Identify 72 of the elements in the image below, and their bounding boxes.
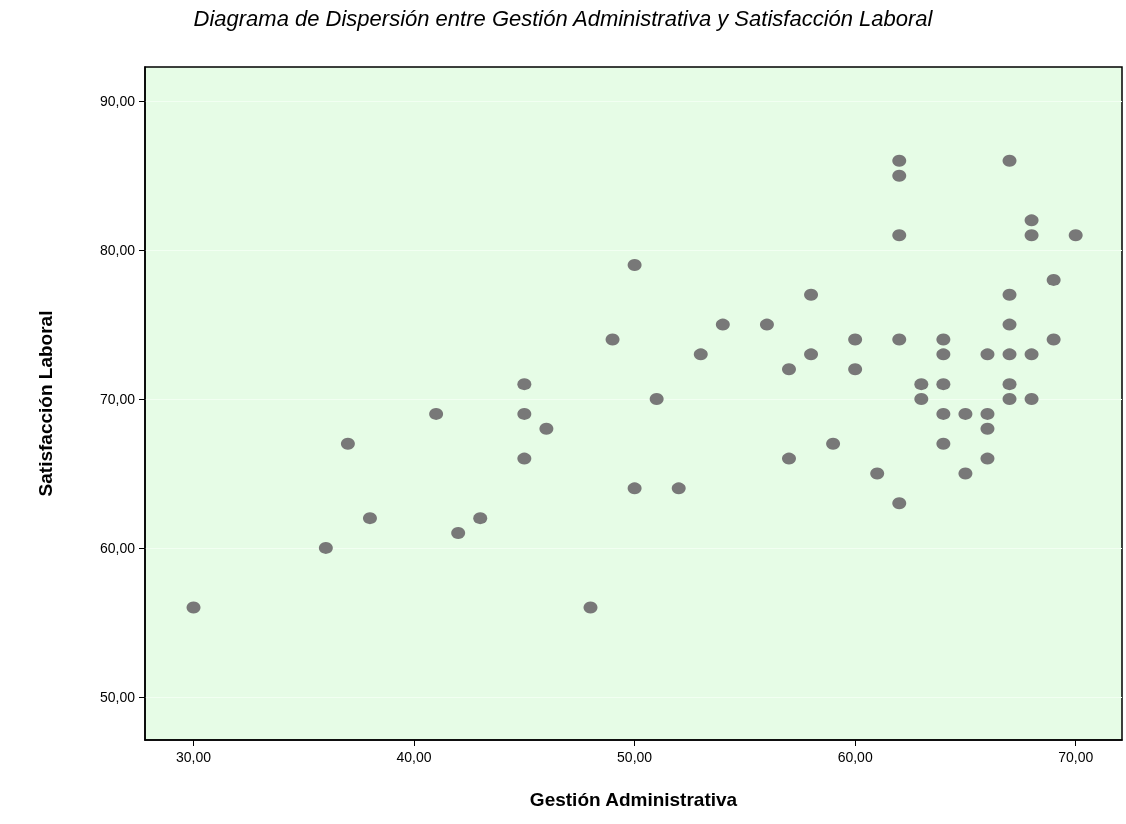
- point: [1046, 333, 1061, 346]
- point: [980, 348, 995, 361]
- point: [517, 378, 532, 391]
- point: [980, 407, 995, 420]
- point: [804, 288, 819, 301]
- x-axis-title: Gestión Administrativa: [529, 789, 738, 810]
- point: [583, 601, 598, 614]
- x-tick-label: 60,00: [837, 749, 873, 765]
- x-tick-label: 30,00: [176, 749, 212, 765]
- point: [980, 422, 995, 435]
- point: [936, 348, 951, 361]
- point: [1024, 348, 1039, 361]
- point: [980, 452, 995, 465]
- point: [186, 601, 201, 614]
- point: [936, 407, 951, 420]
- point: [1068, 229, 1083, 242]
- point: [318, 541, 333, 554]
- point: [936, 333, 951, 346]
- point: [1002, 318, 1017, 331]
- point: [1002, 154, 1017, 167]
- point: [1046, 273, 1061, 286]
- point: [517, 452, 532, 465]
- point: [649, 393, 664, 406]
- point: [473, 512, 488, 525]
- point: [892, 229, 907, 242]
- point: [848, 333, 863, 346]
- x-tick-label: 70,00: [1058, 749, 1094, 765]
- point: [892, 333, 907, 346]
- point: [627, 482, 642, 495]
- point: [804, 348, 819, 361]
- point: [1002, 378, 1017, 391]
- point: [1002, 288, 1017, 301]
- point: [517, 407, 532, 420]
- point: [605, 333, 620, 346]
- point: [539, 422, 554, 435]
- point: [892, 154, 907, 167]
- point: [892, 497, 907, 510]
- point: [936, 378, 951, 391]
- point: [914, 393, 929, 406]
- point: [1002, 348, 1017, 361]
- point: [715, 318, 730, 331]
- point: [627, 259, 642, 272]
- point: [451, 527, 466, 540]
- point: [848, 363, 863, 376]
- point: [429, 407, 444, 420]
- point: [958, 467, 973, 480]
- point: [914, 378, 929, 391]
- point: [782, 452, 796, 465]
- point: [362, 512, 377, 525]
- chart-title: Diagrama de Dispersión entre Gestión Administrativa y Satisfacción Laboral: [193, 5, 934, 31]
- point: [340, 437, 355, 450]
- y-tick-label: 70,00: [99, 391, 136, 408]
- y-tick-label: 50,00: [99, 688, 136, 705]
- point: [693, 348, 708, 361]
- x-tick-label: 50,00: [617, 749, 653, 765]
- point: [782, 363, 796, 376]
- point: [892, 169, 907, 182]
- point: [826, 437, 841, 450]
- point: [1024, 214, 1039, 227]
- x-tick-label: 40,00: [396, 749, 432, 765]
- point: [870, 467, 885, 480]
- point: [1024, 229, 1039, 242]
- point: [1002, 393, 1017, 406]
- point: [671, 482, 686, 495]
- y-tick-label: 60,00: [99, 539, 136, 556]
- y-axis-title: Satisfacción Laboral: [35, 310, 56, 497]
- point: [936, 437, 951, 450]
- point: [759, 318, 774, 331]
- point: [1024, 393, 1039, 406]
- y-tick-label: 80,00: [99, 242, 136, 259]
- y-tick-label: 90,00: [99, 93, 136, 110]
- point: [958, 407, 973, 420]
